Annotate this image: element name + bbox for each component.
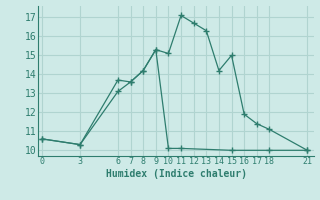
X-axis label: Humidex (Indice chaleur): Humidex (Indice chaleur) — [106, 169, 246, 179]
